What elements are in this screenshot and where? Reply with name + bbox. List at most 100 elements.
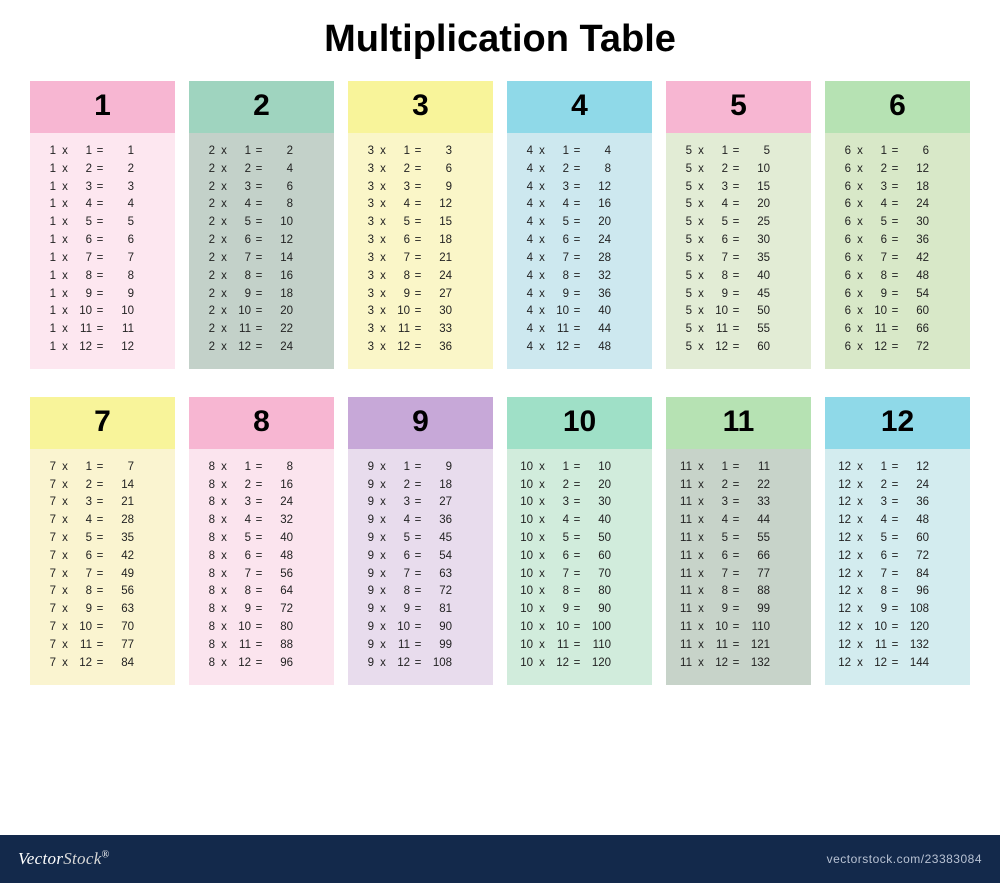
page-title: Multiplication Table	[30, 18, 970, 61]
table-row: 9x7=63	[356, 566, 485, 584]
table-row: 9x6=54	[356, 548, 485, 566]
table-body: 1x1=11x2=21x3=31x4=41x5=51x6=61x7=71x8=8…	[30, 133, 175, 369]
table-header: 3	[348, 81, 493, 133]
table-row: 5x7=35	[674, 250, 803, 268]
table-body: 4x1=44x2=84x3=124x4=164x5=204x6=244x7=28…	[507, 133, 652, 369]
tables-grid: 11x1=11x2=21x3=31x4=41x5=51x6=61x7=71x8=…	[30, 81, 970, 685]
table-row: 4x10=40	[515, 303, 644, 321]
table-row: 12x10=120	[833, 619, 962, 637]
table-card-8: 88x1=88x2=168x3=248x4=328x5=408x6=488x7=…	[189, 397, 334, 685]
table-row: 5x10=50	[674, 303, 803, 321]
table-row: 8x12=96	[197, 655, 326, 673]
table-row: 11x3=33	[674, 494, 803, 512]
table-header: 11	[666, 397, 811, 449]
table-row: 1x5=5	[38, 214, 167, 232]
table-card-1: 11x1=11x2=21x3=31x4=41x5=51x6=61x7=71x8=…	[30, 81, 175, 369]
table-row: 2x4=8	[197, 196, 326, 214]
table-row: 3x6=18	[356, 232, 485, 250]
footer-brand: VectorStock®	[18, 849, 109, 869]
table-row: 6x6=36	[833, 232, 962, 250]
table-row: 6x8=48	[833, 268, 962, 286]
table-row: 7x11=77	[38, 637, 167, 655]
table-card-5: 55x1=55x2=105x3=155x4=205x5=255x6=305x7=…	[666, 81, 811, 369]
table-row: 10x12=120	[515, 655, 644, 673]
table-row: 3x8=24	[356, 268, 485, 286]
table-body: 8x1=88x2=168x3=248x4=328x5=408x6=488x7=5…	[189, 449, 334, 685]
table-row: 3x11=33	[356, 321, 485, 339]
table-row: 8x3=24	[197, 494, 326, 512]
table-row: 6x10=60	[833, 303, 962, 321]
table-row: 12x4=48	[833, 512, 962, 530]
table-card-10: 1010x1=1010x2=2010x3=3010x4=4010x5=5010x…	[507, 397, 652, 685]
table-row: 12x8=96	[833, 583, 962, 601]
table-row: 2x1=2	[197, 143, 326, 161]
table-row: 10x1=10	[515, 459, 644, 477]
table-row: 2x10=20	[197, 303, 326, 321]
table-header: 10	[507, 397, 652, 449]
table-card-11: 1111x1=1111x2=2211x3=3311x4=4411x5=5511x…	[666, 397, 811, 685]
table-row: 4x7=28	[515, 250, 644, 268]
table-row: 12x11=132	[833, 637, 962, 655]
table-row: 8x4=32	[197, 512, 326, 530]
table-row: 9x2=18	[356, 477, 485, 495]
table-row: 2x2=4	[197, 161, 326, 179]
table-row: 5x2=10	[674, 161, 803, 179]
table-row: 1x9=9	[38, 286, 167, 304]
table-row: 10x4=40	[515, 512, 644, 530]
table-row: 6x3=18	[833, 179, 962, 197]
table-row: 10x5=50	[515, 530, 644, 548]
table-row: 8x8=64	[197, 583, 326, 601]
table-body: 12x1=1212x2=2412x3=3612x4=4812x5=6012x6=…	[825, 449, 970, 685]
table-row: 4x6=24	[515, 232, 644, 250]
table-header: 6	[825, 81, 970, 133]
table-row: 11x6=66	[674, 548, 803, 566]
table-row: 1x6=6	[38, 232, 167, 250]
table-row: 12x1=12	[833, 459, 962, 477]
table-row: 10x6=60	[515, 548, 644, 566]
table-row: 1x4=4	[38, 196, 167, 214]
table-row: 9x3=27	[356, 494, 485, 512]
table-row: 8x9=72	[197, 601, 326, 619]
table-row: 8x2=16	[197, 477, 326, 495]
table-row: 4x9=36	[515, 286, 644, 304]
table-row: 7x1=7	[38, 459, 167, 477]
table-row: 9x1=9	[356, 459, 485, 477]
table-row: 1x3=3	[38, 179, 167, 197]
table-card-12: 1212x1=1212x2=2412x3=3612x4=4812x5=6012x…	[825, 397, 970, 685]
table-header: 7	[30, 397, 175, 449]
table-row: 8x7=56	[197, 566, 326, 584]
table-row: 9x11=99	[356, 637, 485, 655]
table-row: 6x1=6	[833, 143, 962, 161]
table-row: 10x2=20	[515, 477, 644, 495]
table-row: 11x11=121	[674, 637, 803, 655]
table-header: 2	[189, 81, 334, 133]
table-row: 8x5=40	[197, 530, 326, 548]
table-body: 10x1=1010x2=2010x3=3010x4=4010x5=5010x6=…	[507, 449, 652, 685]
table-row: 9x5=45	[356, 530, 485, 548]
table-row: 11x12=132	[674, 655, 803, 673]
table-header: 8	[189, 397, 334, 449]
table-row: 7x3=21	[38, 494, 167, 512]
table-row: 4x8=32	[515, 268, 644, 286]
table-row: 11x7=77	[674, 566, 803, 584]
table-row: 2x5=10	[197, 214, 326, 232]
table-row: 5x6=30	[674, 232, 803, 250]
table-row: 12x3=36	[833, 494, 962, 512]
table-row: 2x11=22	[197, 321, 326, 339]
table-row: 5x4=20	[674, 196, 803, 214]
table-body: 2x1=22x2=42x3=62x4=82x5=102x6=122x7=142x…	[189, 133, 334, 369]
table-row: 10x9=90	[515, 601, 644, 619]
table-row: 9x4=36	[356, 512, 485, 530]
table-row: 10x11=110	[515, 637, 644, 655]
table-body: 9x1=99x2=189x3=279x4=369x5=459x6=549x7=6…	[348, 449, 493, 685]
table-row: 2x8=16	[197, 268, 326, 286]
table-row: 8x1=8	[197, 459, 326, 477]
table-row: 4x11=44	[515, 321, 644, 339]
table-row: 5x3=15	[674, 179, 803, 197]
table-body: 7x1=77x2=147x3=217x4=287x5=357x6=427x7=4…	[30, 449, 175, 685]
table-row: 12x9=108	[833, 601, 962, 619]
table-row: 7x9=63	[38, 601, 167, 619]
table-row: 2x3=6	[197, 179, 326, 197]
table-row: 1x10=10	[38, 303, 167, 321]
table-row: 12x5=60	[833, 530, 962, 548]
